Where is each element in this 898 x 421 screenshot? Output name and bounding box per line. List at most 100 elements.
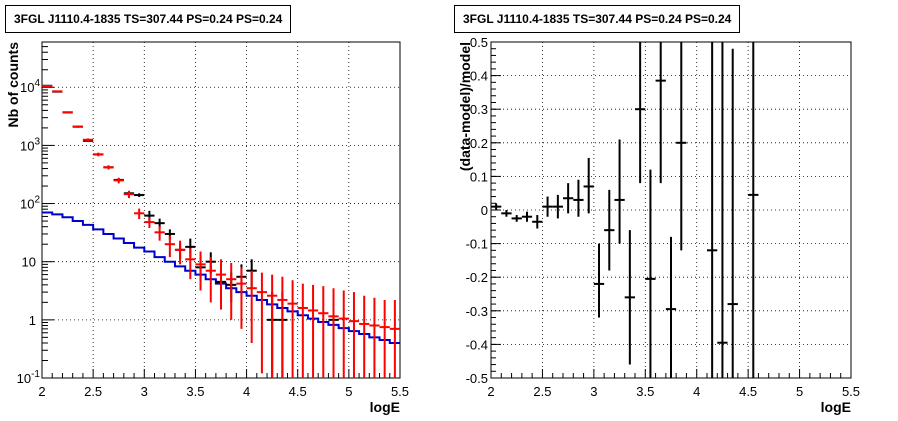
residual-point <box>563 183 574 214</box>
y-tick-label: 0.3 <box>470 102 488 117</box>
residual-point <box>573 179 584 217</box>
model-point <box>246 270 257 343</box>
x-tick-label: 5.5 <box>391 384 409 399</box>
residual-point <box>552 194 563 219</box>
model-point <box>379 299 390 378</box>
x-tick-label: 3 <box>590 384 597 399</box>
y-tick-label: -0.4 <box>466 337 488 352</box>
x-tick-label: 2 <box>38 384 45 399</box>
residual-point <box>655 42 666 184</box>
residual-point <box>532 215 543 229</box>
model-point <box>287 280 298 378</box>
model-point <box>93 152 104 157</box>
model-point <box>389 299 400 378</box>
model-point <box>277 276 288 378</box>
residual-point <box>501 210 512 217</box>
residual-point <box>491 203 502 210</box>
model-point <box>42 85 53 88</box>
y-tick-label: 0.5 <box>470 35 488 50</box>
x-tick-label: 2.5 <box>84 384 102 399</box>
residual-point <box>665 236 677 378</box>
plot-area <box>491 42 759 378</box>
x-tick-label: 5 <box>796 384 803 399</box>
model-point <box>328 288 339 378</box>
model-point <box>185 248 196 280</box>
left-chart-title: 3FGL J1110.4-1835 TS=307.44 PS=0.24 PS=0… <box>5 5 292 33</box>
model-point <box>226 262 237 320</box>
y-tick-label: 1 <box>29 313 36 328</box>
residual-point <box>624 230 635 365</box>
model-point <box>72 125 83 128</box>
model-point <box>359 295 370 378</box>
residual-point <box>604 189 615 271</box>
model-point <box>113 177 124 184</box>
residual-point <box>676 42 687 251</box>
model-point <box>236 267 247 329</box>
residual-point <box>635 42 646 184</box>
y-tick-label: -0.5 <box>466 371 488 386</box>
model-point <box>338 290 349 378</box>
model-point <box>348 292 360 378</box>
plot-area <box>42 84 400 378</box>
x-tick-label: 5.5 <box>842 384 860 399</box>
residual-point <box>614 139 625 244</box>
x-tick-label: 2.5 <box>533 384 551 399</box>
x-axis-label: logE <box>821 399 851 415</box>
residual-point <box>748 42 759 378</box>
model-point <box>174 240 186 265</box>
residual-point <box>593 243 605 318</box>
model-point <box>144 217 155 228</box>
model-point <box>256 272 268 374</box>
x-tick-label: 4 <box>693 384 700 399</box>
x-tick-label: 5 <box>345 384 352 399</box>
model-point <box>369 297 380 378</box>
model-point <box>307 284 319 378</box>
model-point <box>318 286 329 378</box>
x-tick-label: 3.5 <box>636 384 654 399</box>
y-tick-label: 0.4 <box>470 69 488 84</box>
y-tick-label: -0.1 <box>466 237 488 252</box>
model-point <box>103 165 114 170</box>
x-tick-label: 4.5 <box>739 384 757 399</box>
data-point <box>134 193 145 197</box>
y-tick-label: 102 <box>20 195 40 212</box>
y-tick-label: 0.2 <box>470 136 488 151</box>
residual-point <box>511 215 522 222</box>
x-tick-label: 4 <box>243 384 250 399</box>
x-axis-label: logE <box>370 399 400 415</box>
y-tick-label: 0 <box>481 203 488 218</box>
residual-point <box>707 42 718 378</box>
y-tick-label: -0.3 <box>466 304 488 319</box>
y-axis-label: Nb of counts <box>5 42 21 128</box>
residual-point <box>727 48 738 378</box>
model-point <box>205 257 216 303</box>
model-point <box>297 283 308 378</box>
y-tick-label: 103 <box>20 136 40 153</box>
y-tick-label: 104 <box>20 78 40 95</box>
model-point <box>164 235 175 258</box>
residual-point <box>583 157 594 214</box>
model-point <box>267 274 278 378</box>
residual-point <box>645 169 656 378</box>
y-tick-label: 10-1 <box>17 369 41 386</box>
y-tick-label: 10 <box>22 255 36 270</box>
x-tick-label: 2 <box>487 384 494 399</box>
model-point <box>154 226 165 241</box>
y-axis-label: (data-model)/model <box>457 42 473 171</box>
model-point <box>215 259 227 310</box>
residual-point <box>717 42 728 378</box>
x-tick-label: 3 <box>141 384 148 399</box>
model-point <box>52 90 63 93</box>
plot-frame <box>41 41 401 379</box>
residual-point <box>521 211 533 222</box>
residual-point <box>542 196 553 217</box>
model-point <box>62 111 73 114</box>
right-chart-title: 3FGL J1110.4-1835 TS=307.44 PS=0.24 PS=0… <box>454 5 741 33</box>
model-point <box>134 208 145 220</box>
model-point <box>82 138 94 142</box>
y-tick-label: 0.1 <box>470 169 488 184</box>
x-tick-label: 4.5 <box>289 384 307 399</box>
